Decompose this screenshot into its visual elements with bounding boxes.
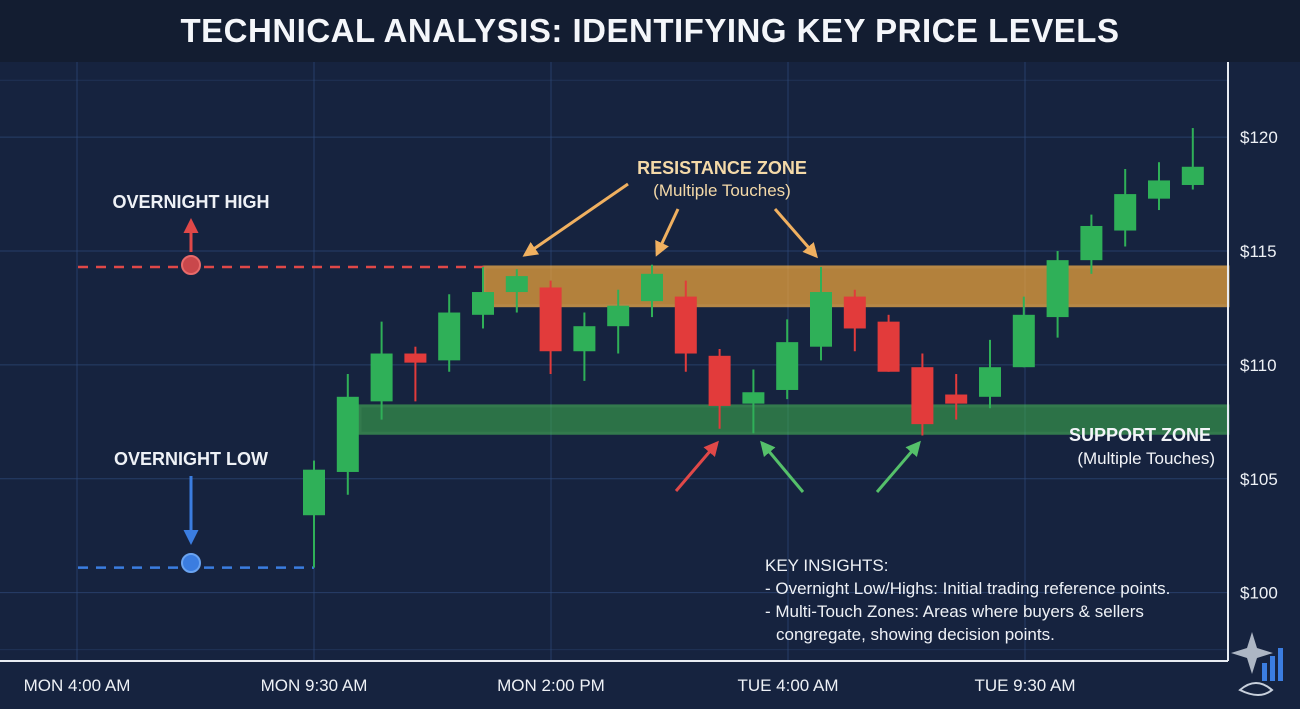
candle-19	[945, 374, 968, 420]
x-tick-label-3: TUE 4:00 AM	[737, 676, 838, 695]
grid-lines	[0, 62, 1228, 661]
x-tick-label-4: TUE 9:30 AM	[974, 676, 1075, 695]
candle-body-15	[810, 292, 832, 347]
candle-8	[573, 312, 596, 381]
insights-line-2: - Multi-Touch Zones: Areas where buyers …	[765, 602, 1144, 621]
insights-line-1: - Overnight Low/Highs: Initial trading r…	[765, 579, 1170, 598]
candle-body-8	[573, 326, 596, 352]
candle-body-9	[607, 305, 630, 327]
candle-2	[370, 321, 393, 420]
candle-25	[1148, 162, 1170, 211]
candle-22	[1046, 251, 1069, 338]
candle-21	[1012, 296, 1035, 368]
candle-body-2	[370, 353, 393, 402]
y-tick-label-3: $105	[1240, 470, 1278, 489]
key-insights: KEY INSIGHTS: - Overnight Low/Highs: Ini…	[765, 556, 1170, 644]
support-arrow-red	[674, 440, 719, 492]
insights-line-3: congregate, showing decision points.	[776, 625, 1055, 644]
resistance-arrows	[522, 182, 818, 259]
candle-body-5	[472, 292, 494, 315]
candles	[303, 128, 1204, 568]
candle-body-6	[505, 276, 528, 293]
candle-3	[404, 346, 427, 402]
candle-body-18	[911, 367, 934, 425]
x-tick-label-0: MON 4:00 AM	[24, 676, 131, 695]
overnight-high-dot	[181, 255, 201, 275]
candle-body-14	[776, 342, 799, 390]
support-arrows	[674, 440, 921, 493]
candle-10	[641, 264, 663, 318]
x-tick-label-2: MON 2:00 PM	[497, 676, 605, 695]
candle-body-22	[1046, 260, 1069, 318]
candle-body-12	[708, 355, 731, 406]
candle-body-21	[1012, 314, 1035, 368]
support-arrow-green-2	[875, 440, 921, 493]
resistance-arrow-1	[522, 182, 629, 257]
overnight-high-label: OVERNIGHT HIGH	[112, 192, 269, 212]
support-zone-subtitle: (Multiple Touches)	[1077, 449, 1215, 468]
axes: $120 $115 $110 $105 $100 MON 4:00 AM MON 9:30 …	[0, 62, 1278, 695]
candle-15	[810, 266, 832, 361]
candle-body-7	[539, 287, 562, 352]
zones	[358, 265, 1230, 435]
y-tick-label-0: $120	[1240, 128, 1278, 147]
candle-body-16	[843, 296, 866, 329]
candle-23	[1080, 214, 1103, 274]
candle-body-24	[1114, 194, 1137, 231]
support-zone-title: SUPPORT ZONE	[1069, 425, 1211, 445]
candle-17	[877, 314, 900, 372]
candle-body-25	[1148, 180, 1170, 199]
y-tick-label-2: $110	[1240, 356, 1277, 375]
candle-body-11	[674, 296, 697, 354]
resistance-arrow-3	[773, 208, 818, 259]
candle-7	[539, 280, 562, 375]
candle-9	[607, 289, 630, 354]
candle-body-23	[1080, 225, 1103, 261]
candle-16	[843, 289, 866, 352]
chart-title: TECHNICAL ANALYSIS: IDENTIFYING KEY PRIC…	[180, 12, 1120, 49]
candle-0	[303, 460, 325, 568]
candle-5	[472, 266, 494, 329]
candle-18	[911, 353, 934, 436]
resistance-arrow-2	[655, 208, 680, 257]
candle-body-26	[1181, 166, 1204, 185]
y-tick-label-1: $115	[1240, 242, 1277, 261]
support-zone-band	[358, 404, 1230, 435]
overnight-high-marker	[181, 218, 201, 275]
candle-body-1	[336, 396, 359, 472]
candle-body-3	[404, 353, 427, 363]
candle-6	[505, 269, 528, 313]
candle-body-13	[742, 392, 765, 404]
handshake-chart-icon	[1231, 632, 1283, 696]
overnight-low-marker	[181, 476, 201, 573]
candle-11	[674, 280, 697, 372]
candle-4	[438, 294, 461, 372]
candle-body-4	[438, 312, 461, 361]
candle-20	[979, 339, 1001, 409]
overnight-low-dot	[181, 553, 201, 573]
candle-body-0	[303, 469, 325, 516]
support-arrow-green-1	[760, 440, 805, 493]
candle-12	[708, 348, 731, 429]
candle-body-10	[641, 273, 663, 302]
candle-body-20	[979, 367, 1001, 397]
insights-heading: KEY INSIGHTS:	[765, 556, 888, 575]
candle-13	[742, 369, 765, 434]
candle-24	[1114, 169, 1137, 247]
candle-body-19	[945, 394, 968, 404]
resistance-zone-subtitle: (Multiple Touches)	[653, 181, 791, 200]
title-bar: TECHNICAL ANALYSIS: IDENTIFYING KEY PRIC…	[0, 0, 1300, 62]
candle-26	[1181, 128, 1204, 190]
overnight-low-label: OVERNIGHT LOW	[114, 449, 268, 469]
candle-body-17	[877, 321, 900, 372]
y-tick-label-4: $100	[1240, 584, 1278, 603]
x-tick-label-1: MON 9:30 AM	[261, 676, 368, 695]
candle-1	[336, 374, 359, 495]
resistance-zone-title: RESISTANCE ZONE	[637, 158, 807, 178]
candle-14	[776, 319, 799, 400]
